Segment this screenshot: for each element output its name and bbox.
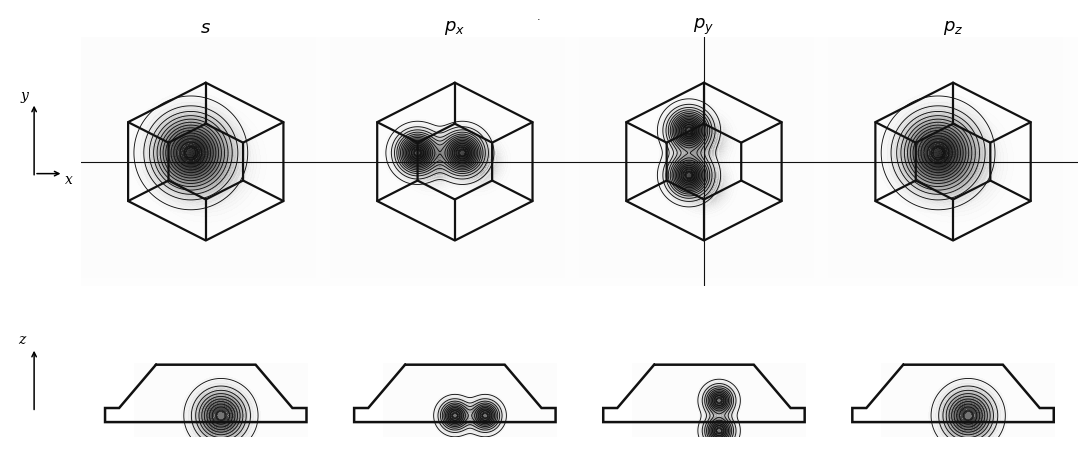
- Title: $p_x$: $p_x$: [444, 19, 466, 37]
- Title: $p_y$: $p_y$: [693, 17, 715, 37]
- Text: x: x: [65, 173, 73, 187]
- Text: y: y: [21, 89, 28, 103]
- Title: $p_z$: $p_z$: [943, 19, 963, 37]
- Text: .: .: [536, 12, 540, 22]
- Title: $s$: $s$: [200, 19, 211, 37]
- Text: z: z: [17, 333, 25, 347]
